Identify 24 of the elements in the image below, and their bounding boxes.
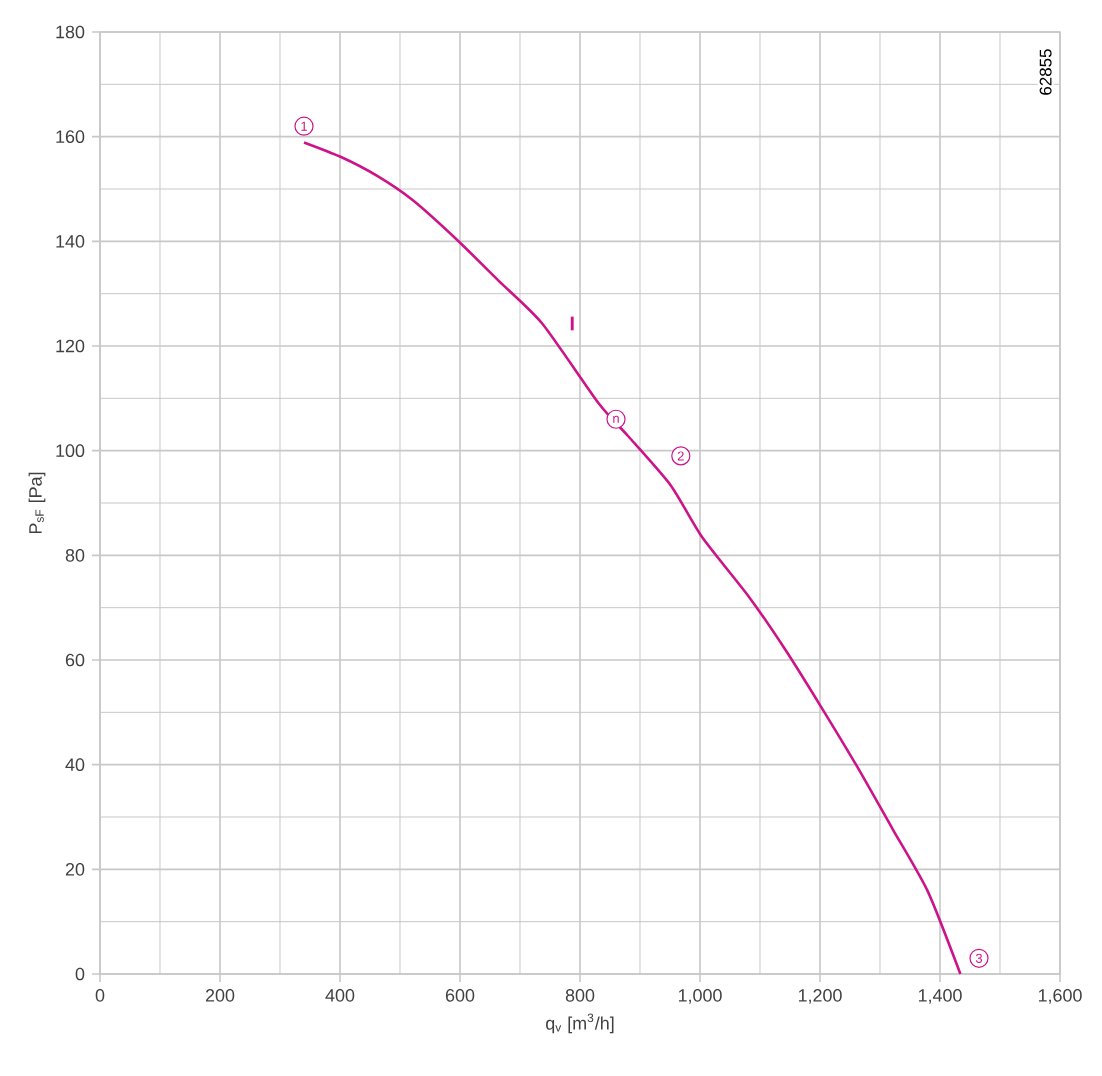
y-tick-label: 140 bbox=[56, 234, 85, 248]
x-tick-label: 600 bbox=[445, 989, 475, 1002]
y-tick-label: 0 bbox=[75, 967, 85, 981]
y-tick-label: 120 bbox=[56, 339, 85, 353]
x-tick-label: 0 bbox=[95, 989, 105, 1002]
y-tick-label: 160 bbox=[56, 130, 85, 144]
line-series bbox=[302, 141, 962, 976]
x-tick-label: 800 bbox=[565, 989, 595, 1002]
y-tick-label: 180 bbox=[56, 25, 85, 39]
x-tick-label: 1,000 bbox=[678, 989, 722, 1004]
y-axis-title: P$_{sF}$ [Pa] bbox=[28, 472, 46, 534]
y-tick-label: 40 bbox=[65, 758, 85, 772]
x-tick-label: 1,200 bbox=[798, 989, 842, 1004]
annotation: 62855 bbox=[1039, 49, 1052, 95]
y-tick-label: 80 bbox=[65, 548, 85, 562]
y-tick-label: 100 bbox=[56, 444, 85, 458]
y-tick-label: 60 bbox=[65, 653, 85, 667]
y-tick-label: 20 bbox=[65, 862, 85, 876]
x-axis-title: q$_{v}$ [m$^{3}$/h] bbox=[546, 1013, 614, 1034]
x-tick-label: 1,400 bbox=[918, 989, 962, 1004]
x-tick-label: 200 bbox=[205, 989, 235, 1002]
x-tick-label: 1,600 bbox=[1038, 989, 1082, 1004]
x-tick-label: 400 bbox=[325, 989, 355, 1002]
series-label: I bbox=[570, 316, 574, 331]
